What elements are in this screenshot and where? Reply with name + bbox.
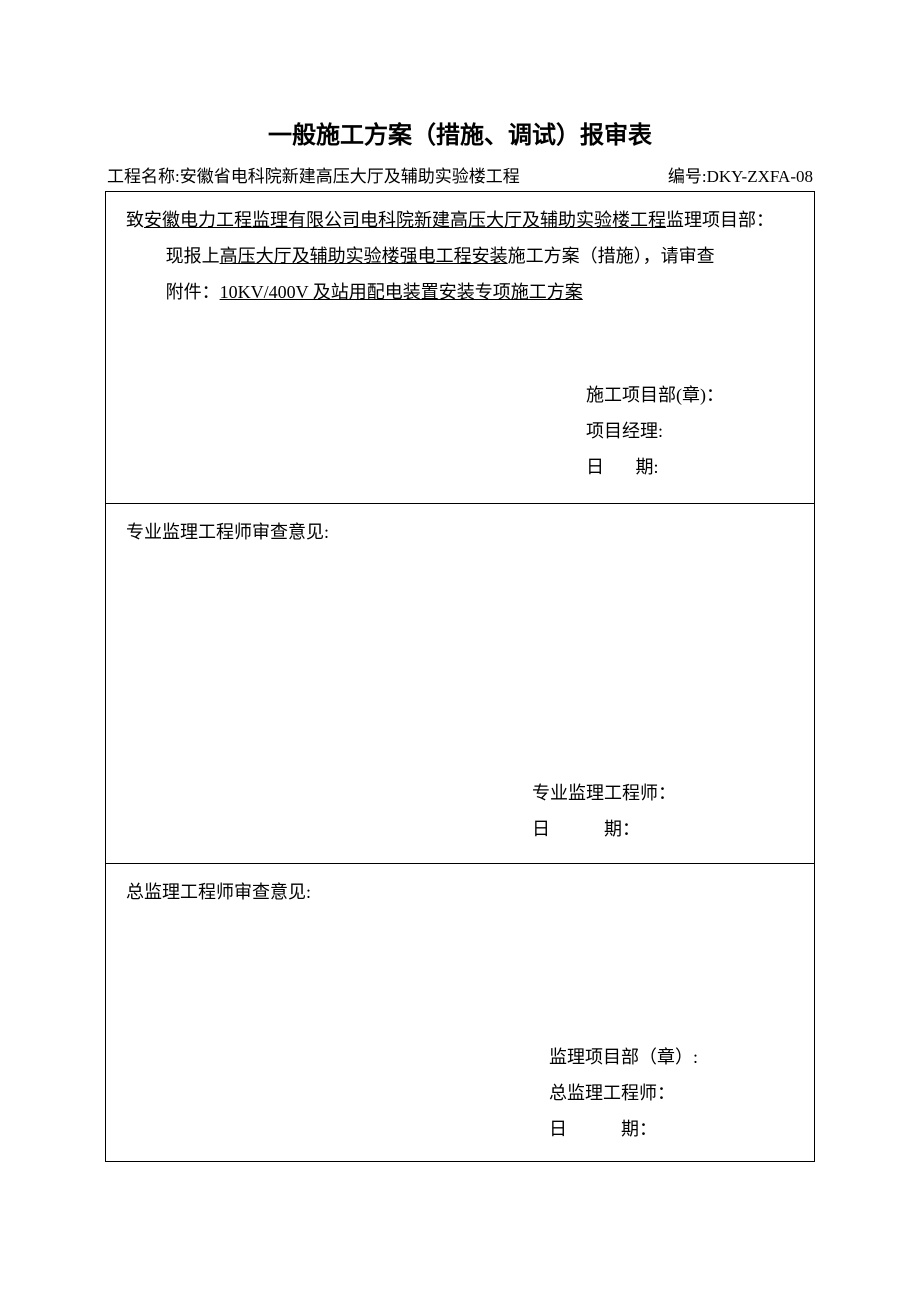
submission-line-1: 致安徽电力工程监理有限公司电科院新建高压大厅及辅助实验楼工程监理项目部： bbox=[126, 202, 794, 238]
document-number: 编号:DKY-ZXFA-08 bbox=[668, 162, 813, 187]
page-container: 一般施工方案（措施、调试）报审表 工程名称:安徽省电科院新建高压大厅及辅助实验楼… bbox=[0, 0, 920, 1242]
number-value: DKY-ZXFA-08 bbox=[707, 167, 813, 186]
form-table: 致安徽电力工程监理有限公司电科院新建高压大厅及辅助实验楼工程监理项目部： 现报上… bbox=[105, 191, 815, 1162]
project-name-label: 工程名称: bbox=[107, 167, 180, 186]
section-chief-review: 总监理工程师审查意见: 监理项目部（章）: 总监理工程师： 日 期： bbox=[106, 864, 815, 1162]
line1-suffix: 监理项目部： bbox=[666, 210, 774, 230]
sig-chief-engineer: 总监理工程师： bbox=[549, 1075, 698, 1111]
line2-prefix: 现报上 bbox=[166, 246, 220, 266]
sig-specialist-engineer: 专业监理工程师： bbox=[532, 775, 676, 811]
number-label: 编号: bbox=[668, 167, 707, 186]
sig-project-manager: 项目经理: bbox=[586, 413, 724, 449]
sig-date-1: 日 期: bbox=[586, 449, 724, 485]
line2-suffix: 施工方案（措施），请审查 bbox=[508, 246, 715, 266]
document-title: 一般施工方案（措施、调试）报审表 bbox=[105, 115, 815, 150]
specialist-review-heading: 专业监理工程师审查意见: bbox=[126, 514, 794, 550]
chief-signature-block: 监理项目部（章）: 总监理工程师： 日 期： bbox=[549, 1039, 698, 1147]
chief-review-heading: 总监理工程师审查意见: bbox=[126, 874, 794, 910]
sig-date-3: 日 期： bbox=[549, 1111, 698, 1147]
sig-supervision-dept: 监理项目部（章）: bbox=[549, 1039, 698, 1075]
specialist-signature-block: 专业监理工程师： 日 期： bbox=[532, 775, 676, 847]
submission-signature-block: 施工项目部(章)： 项目经理: 日 期: bbox=[586, 377, 724, 485]
line1-underlined: 安徽电力工程监理有限公司电科院新建高压大厅及辅助实验楼工程 bbox=[144, 210, 666, 230]
line3-prefix: 附件： bbox=[166, 282, 220, 302]
line1-prefix: 致 bbox=[126, 210, 144, 230]
project-name-value: 安徽省电科院新建高压大厅及辅助实验楼工程 bbox=[180, 167, 520, 186]
section-specialist-review: 专业监理工程师审查意见: 专业监理工程师： 日 期： bbox=[106, 504, 815, 864]
sig-construction-dept: 施工项目部(章)： bbox=[586, 377, 724, 413]
section-submission: 致安徽电力工程监理有限公司电科院新建高压大厅及辅助实验楼工程监理项目部： 现报上… bbox=[106, 192, 815, 504]
meta-row: 工程名称:安徽省电科院新建高压大厅及辅助实验楼工程 编号:DKY-ZXFA-08 bbox=[105, 162, 815, 187]
submission-line-2: 现报上高压大厅及辅助实验楼强电工程安装施工方案（措施），请审查 bbox=[126, 238, 794, 274]
line2-underlined: 高压大厅及辅助实验楼强电工程安装 bbox=[220, 246, 508, 266]
submission-line-3: 附件：10KV/400V 及站用配电装置安装专项施工方案 bbox=[126, 274, 794, 310]
line3-underlined: 10KV/400V 及站用配电装置安装专项施工方案 bbox=[220, 282, 583, 302]
project-name: 工程名称:安徽省电科院新建高压大厅及辅助实验楼工程 bbox=[107, 162, 520, 187]
sig-date-2: 日 期： bbox=[532, 811, 676, 847]
